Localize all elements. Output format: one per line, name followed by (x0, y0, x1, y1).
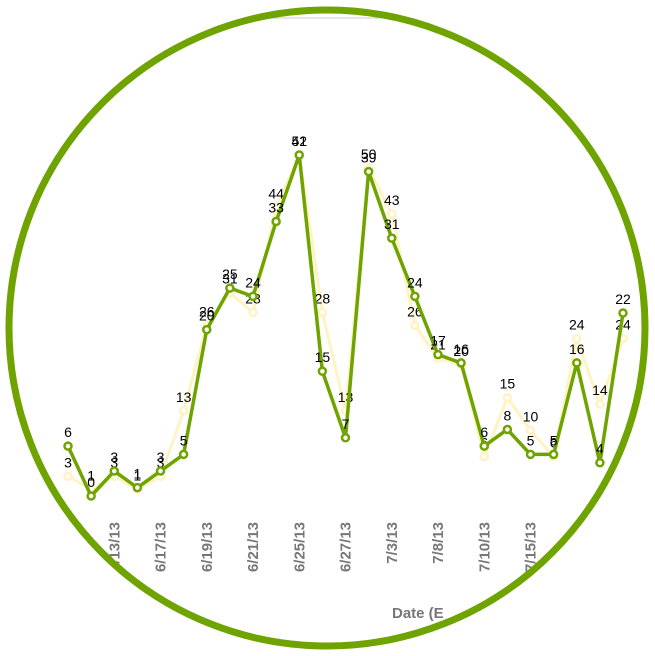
data-label: 24 (407, 274, 423, 290)
point (202, 324, 212, 335)
data-label: 24 (569, 317, 585, 333)
point (317, 366, 328, 376)
data-label: 4 (596, 441, 604, 457)
point (595, 457, 605, 468)
point (387, 233, 397, 243)
point (178, 406, 189, 416)
point (294, 150, 304, 160)
point (525, 449, 536, 460)
data-label: 31 (384, 216, 400, 232)
data-label: 14 (592, 382, 608, 398)
point (502, 424, 513, 435)
point (572, 358, 582, 368)
data-label: 13 (176, 389, 192, 405)
point (572, 333, 582, 344)
data-label: 17 (430, 333, 446, 349)
x-tick-label: 6/21/13 (245, 522, 262, 572)
data-label: 33 (268, 200, 284, 216)
x-tick-label: 7/3/13 (384, 522, 401, 564)
data-label: 1 (133, 467, 141, 483)
point (109, 466, 119, 476)
point (456, 358, 466, 368)
point (525, 425, 536, 436)
data-label: 41 (291, 133, 307, 149)
point (317, 307, 328, 318)
data-label: 50 (361, 146, 377, 162)
point (340, 433, 351, 443)
data-label: 6 (550, 435, 558, 451)
data-label: 0 (87, 474, 95, 490)
x-tick-label: 6/27/13 (338, 522, 355, 572)
point (132, 482, 143, 493)
data-label: 5 (527, 432, 535, 448)
data-label: 28 (315, 290, 331, 306)
frame-circle (5, 6, 649, 650)
data-label: 16 (453, 341, 469, 357)
x-tick-label: 6/17/13 (153, 522, 170, 572)
data-label: 3 (157, 449, 165, 465)
point (63, 441, 73, 451)
data-label: 3 (110, 454, 118, 470)
data-label: 43 (384, 192, 400, 208)
data-label: 39 (361, 150, 377, 166)
data-label: 52 (291, 133, 307, 149)
point (618, 308, 628, 318)
point (548, 449, 559, 460)
point (595, 399, 605, 409)
point (248, 291, 258, 302)
point (479, 441, 489, 451)
data-label: 7 (342, 416, 350, 432)
data-label: 3 (157, 454, 165, 470)
data-label: 26 (199, 304, 215, 320)
point (155, 466, 166, 476)
data-label: 1 (87, 467, 95, 483)
data-label: 22 (615, 291, 631, 307)
data-label: 24 (245, 274, 261, 290)
point (410, 320, 420, 331)
point (433, 349, 443, 360)
data-label: 15 (500, 376, 516, 392)
data-label: 5 (180, 432, 188, 448)
x-tick-label: 7/15/13 (523, 522, 540, 572)
point (479, 451, 489, 462)
data-label: 31 (222, 271, 238, 287)
point (502, 392, 513, 403)
data-label: 8 (503, 407, 511, 423)
data-label: 25 (222, 266, 238, 282)
point (225, 283, 235, 293)
point (178, 449, 189, 460)
x-tick-label: 7/8/13 (430, 522, 447, 564)
x-tick-label: 6/19/13 (199, 522, 216, 572)
data-label: 3 (110, 449, 118, 465)
data-label: 20 (453, 343, 469, 359)
x-tick-label: 6/25/13 (291, 522, 308, 572)
point (363, 166, 374, 177)
data-label: 15 (315, 349, 331, 365)
point (86, 491, 96, 501)
data-label: 1 (133, 466, 141, 482)
plot-area: Date (E 6/13/13 6/17/13 6/19/13 6/21/13 6/25… (11, 17, 643, 622)
data-label: 16 (569, 341, 585, 357)
x-axis-title: Date (E (392, 605, 444, 622)
data-label: 10 (523, 408, 539, 424)
point (271, 216, 281, 227)
data-label: 20 (199, 308, 215, 324)
data-label: 44 (268, 185, 284, 201)
series-line (66, 153, 625, 498)
point (63, 471, 73, 482)
data-label: 6 (480, 424, 488, 440)
point (387, 209, 397, 219)
point (248, 307, 258, 318)
data-label: 3 (64, 454, 72, 470)
data-label: 6 (64, 424, 72, 440)
data-label: 5 (550, 432, 558, 448)
point (410, 291, 420, 302)
x-tick-label: 7/10/13 (476, 522, 493, 572)
